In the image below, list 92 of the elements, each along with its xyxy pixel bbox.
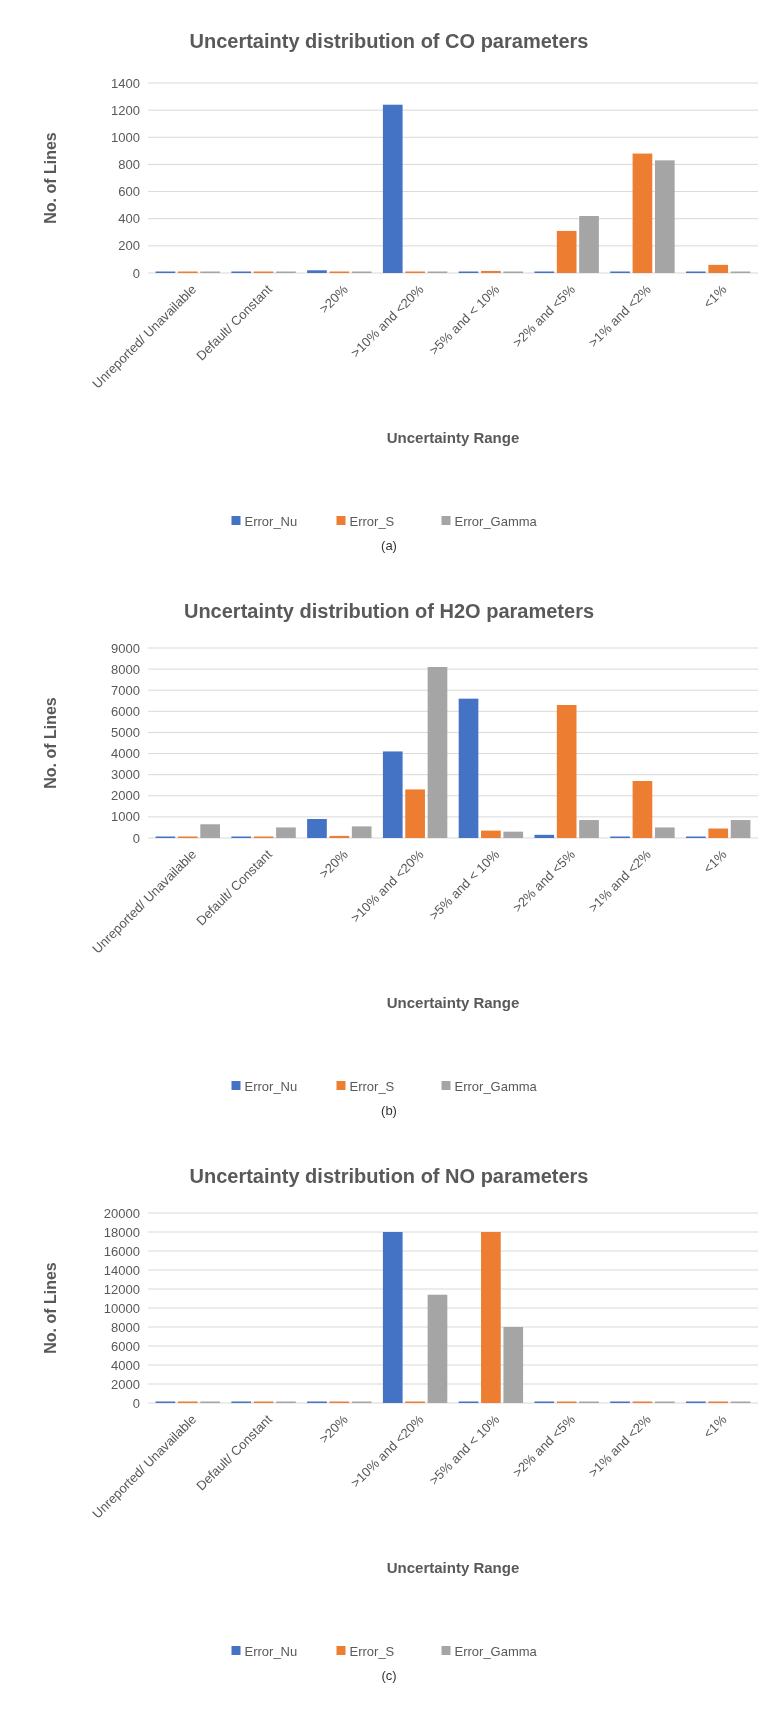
bar bbox=[382, 751, 403, 838]
legend-label: Error_Nu bbox=[244, 1078, 298, 1094]
y-tick-label: 800 bbox=[118, 156, 140, 172]
bar bbox=[632, 781, 653, 838]
bar bbox=[307, 270, 327, 273]
bar bbox=[405, 789, 425, 838]
y-tick-label: 12000 bbox=[103, 1281, 140, 1297]
bar bbox=[708, 264, 729, 273]
y-tick-label: 1000 bbox=[111, 129, 140, 145]
y-tick-label: 2000 bbox=[111, 788, 140, 804]
y-tick-label: 4000 bbox=[111, 1357, 140, 1373]
bar bbox=[200, 824, 220, 838]
bar bbox=[730, 820, 751, 838]
y-tick-label: 200 bbox=[118, 238, 140, 254]
x-tick-label: <1% bbox=[700, 281, 730, 311]
text: (b) bbox=[381, 1103, 397, 1118]
legend-label: Error_Gamma bbox=[454, 1078, 538, 1094]
x-tick-label: >5% and < 10% bbox=[426, 281, 503, 358]
chart-title: Uncertainty distribution of NO parameters bbox=[189, 1165, 589, 1187]
y-tick-label: 600 bbox=[118, 184, 140, 200]
x-tick-label: >1% and <2% bbox=[585, 281, 655, 351]
x-tick-label: >1% and <2% bbox=[585, 846, 655, 916]
y-tick-label: 14000 bbox=[103, 1262, 140, 1278]
bar bbox=[307, 819, 327, 838]
x-axis-title: Uncertainty Range bbox=[386, 429, 520, 446]
legend-label: Error_S bbox=[349, 1643, 395, 1659]
y-axis-title: No. of Lines bbox=[42, 1262, 59, 1354]
bar bbox=[481, 1232, 501, 1403]
y-tick-label: 16000 bbox=[103, 1243, 140, 1259]
bar bbox=[632, 153, 653, 273]
bar bbox=[503, 831, 524, 838]
y-tick-label: 3000 bbox=[111, 767, 140, 783]
y-tick-label: 20000 bbox=[103, 1205, 140, 1221]
y-tick-label: 10000 bbox=[103, 1300, 140, 1316]
y-tick-label: 7000 bbox=[111, 682, 140, 698]
x-tick-label: <1% bbox=[700, 846, 730, 876]
bar bbox=[276, 827, 296, 838]
bar bbox=[579, 216, 599, 273]
bar bbox=[708, 828, 729, 838]
bar bbox=[329, 835, 350, 838]
bar bbox=[427, 667, 448, 838]
y-tick-label: 0 bbox=[132, 265, 140, 281]
bar bbox=[382, 1232, 403, 1403]
chart-title: Uncertainty distribution of H2O parameters bbox=[183, 600, 595, 622]
y-tick-label: 8000 bbox=[111, 661, 140, 677]
y-axis-title: No. of Lines bbox=[42, 132, 59, 224]
bar bbox=[481, 270, 501, 273]
legend-label: Error_Nu bbox=[244, 1643, 298, 1659]
chart-title: Uncertainty distribution of CO parameters bbox=[189, 30, 589, 52]
y-tick-label: 6000 bbox=[111, 703, 140, 719]
y-tick-label: 9000 bbox=[111, 640, 140, 656]
y-tick-label: 6000 bbox=[111, 1338, 140, 1354]
legend-label: Error_Nu bbox=[244, 513, 298, 529]
legend-label: Error_Gamma bbox=[454, 1643, 538, 1659]
x-tick-label: >5% and < 10% bbox=[426, 846, 503, 923]
y-tick-label: 0 bbox=[132, 1395, 140, 1411]
y-tick-label: 8000 bbox=[111, 1319, 140, 1335]
bar bbox=[427, 1294, 448, 1403]
legend-label: Error_S bbox=[349, 1078, 395, 1094]
y-axis-title: No. of Lines bbox=[42, 697, 59, 789]
y-tick-label: 2000 bbox=[111, 1376, 140, 1392]
bar bbox=[481, 830, 501, 838]
x-tick-label: >2% and <5% bbox=[509, 281, 579, 351]
x-axis-title: Uncertainty Range bbox=[386, 994, 520, 1011]
bar bbox=[458, 698, 479, 838]
y-tick-label: 1000 bbox=[111, 809, 140, 825]
y-tick-label: 4000 bbox=[111, 746, 140, 762]
bar bbox=[654, 827, 675, 838]
bar bbox=[351, 826, 372, 838]
x-tick-label: <1% bbox=[700, 1411, 730, 1441]
y-tick-label: 18000 bbox=[103, 1224, 140, 1240]
x-tick-label: >1% and <2% bbox=[585, 1411, 655, 1481]
text: (c) bbox=[381, 1668, 397, 1683]
x-tick-label: >5% and < 10% bbox=[426, 1411, 503, 1488]
bar bbox=[579, 820, 599, 838]
bar bbox=[556, 705, 577, 838]
y-tick-label: 1400 bbox=[111, 75, 140, 91]
bar bbox=[382, 104, 403, 273]
bar bbox=[503, 1327, 524, 1403]
y-tick-label: 1200 bbox=[111, 102, 140, 118]
legend-label: Error_Gamma bbox=[454, 513, 538, 529]
bar bbox=[534, 834, 555, 838]
y-tick-label: 400 bbox=[118, 211, 140, 227]
bar bbox=[556, 230, 577, 273]
legend-label: Error_S bbox=[349, 513, 395, 529]
x-tick-label: >2% and <5% bbox=[509, 846, 579, 916]
x-tick-label: >2% and <5% bbox=[509, 1411, 579, 1481]
y-tick-label: 0 bbox=[132, 830, 140, 846]
x-axis-title: Uncertainty Range bbox=[386, 1559, 520, 1576]
y-tick-label: 5000 bbox=[111, 724, 140, 740]
text: (a) bbox=[381, 538, 397, 553]
bar bbox=[654, 160, 675, 273]
